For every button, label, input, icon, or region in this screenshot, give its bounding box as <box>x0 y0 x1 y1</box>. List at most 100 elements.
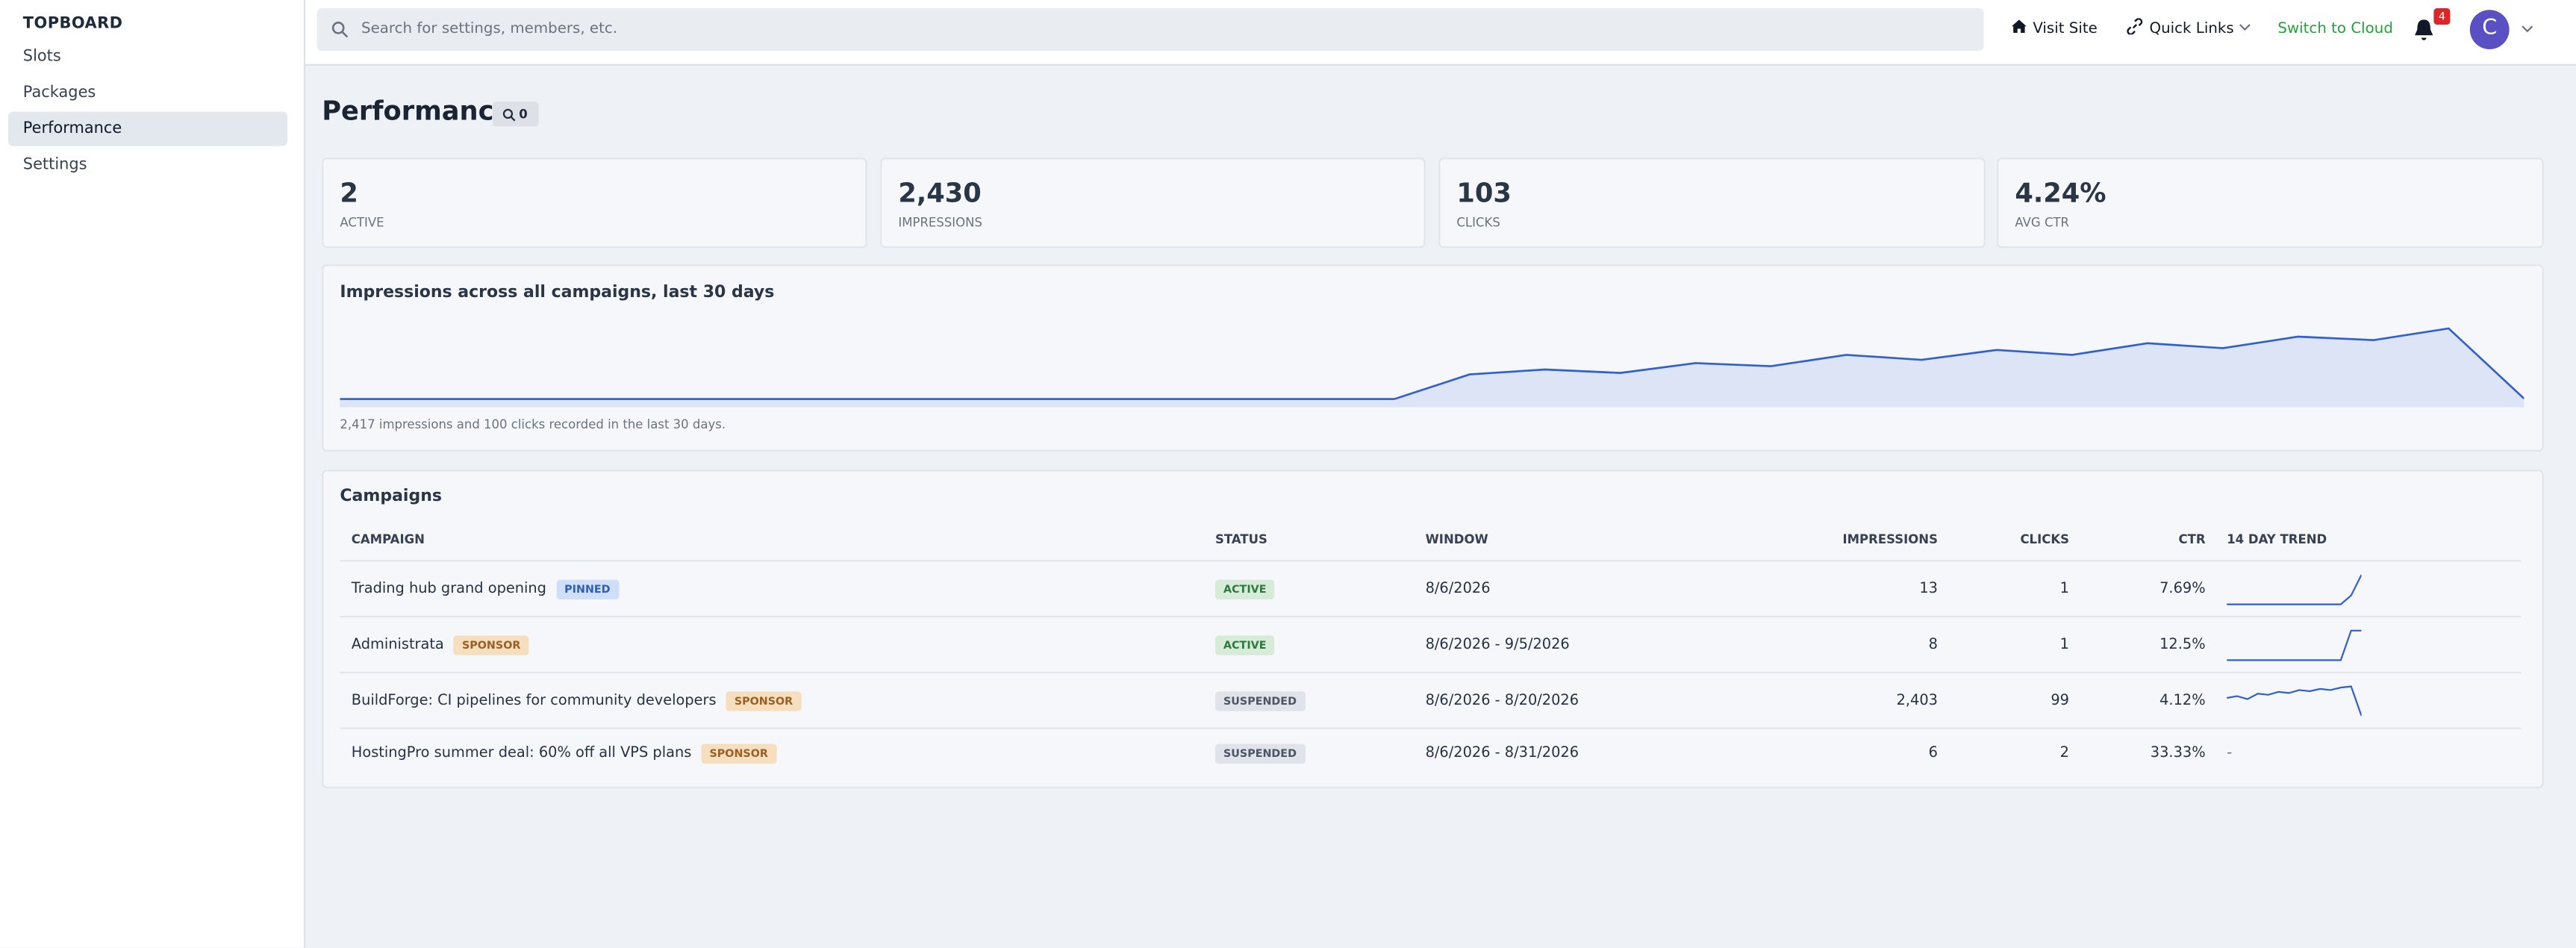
sparkline-line <box>2227 629 2362 661</box>
window: 8/6/2026 - 8/20/2026 <box>1425 693 1579 710</box>
chart-caption: 2,417 impressions and 100 clicks recorde… <box>340 417 726 432</box>
clicks: 1 <box>2059 581 2069 598</box>
window: 8/6/2026 - 8/31/2026 <box>1425 745 1579 762</box>
clicks: 1 <box>2059 637 2069 654</box>
sparkline-line <box>2227 574 2362 605</box>
stat-card: 2 ACTIVE <box>322 158 867 249</box>
quick-links[interactable]: Quick Links <box>2125 0 2252 59</box>
campaign-name-cell: Trading hub grand opening PINNED <box>352 561 619 617</box>
search-placeholder: Search for settings, members, etc. <box>361 21 618 38</box>
link-icon <box>2127 18 2143 36</box>
table-row[interactable]: Trading hub grand opening PINNED ACTIVE 8… <box>340 560 2522 617</box>
search-icon <box>331 22 349 38</box>
brand: TOPBOARD <box>22 14 123 33</box>
avatar[interactable]: C <box>2469 10 2510 49</box>
stat-value: 2,430 <box>898 177 982 209</box>
stat-card: 103 CLICKS <box>1438 158 1986 249</box>
status-pill: SUSPENDED <box>1215 743 1305 763</box>
status-cell: SUSPENDED <box>1215 729 1305 779</box>
campaigns-title: Campaigns <box>340 487 442 506</box>
sidebar: TOPBOARD Slots Packages Performance Sett… <box>0 0 306 948</box>
quick-links-label: Quick Links <box>2149 21 2234 38</box>
ctr: 7.69% <box>2159 581 2206 598</box>
stat-card: 4.24% AVG CTR <box>1997 158 2544 249</box>
area-line <box>340 327 2524 400</box>
campaign-name: Trading hub grand opening <box>351 581 546 598</box>
stat-label: IMPRESSIONS <box>898 215 982 230</box>
search-count-badge: 0 <box>493 102 539 127</box>
nav-item[interactable]: Slots <box>22 47 61 66</box>
page-title: Performance <box>322 95 512 127</box>
campaigns-card: Campaigns CAMPAIGN STATUS WINDOW IMPRESS… <box>322 470 2544 788</box>
window: 8/6/2026 - 9/5/2026 <box>1425 637 1570 654</box>
clicks: 99 <box>2050 693 2069 710</box>
status-cell: ACTIVE <box>1215 561 1275 617</box>
sparkline <box>2227 574 2362 605</box>
top-bar: Search for settings, members, etc. Visit… <box>305 0 2576 66</box>
column-header: STATUS <box>1215 531 1267 547</box>
status-pill: ACTIVE <box>1215 579 1275 599</box>
sparkline <box>2227 629 2362 661</box>
table-row[interactable]: Administrata SPONSOR ACTIVE 8/6/2026 - 9/… <box>340 616 2522 673</box>
campaign-tag: SPONSOR <box>701 743 776 763</box>
nav-item[interactable]: Settings <box>22 156 87 175</box>
stat-label: CLICKS <box>1456 215 1500 230</box>
bell-icon[interactable] <box>2413 18 2436 43</box>
chart-card: Impressions across all campaigns, last 3… <box>322 264 2544 452</box>
column-header: 14 DAY TREND <box>2227 531 2327 547</box>
status-pill: ACTIVE <box>1215 634 1275 655</box>
ctr: 33.33% <box>2150 745 2206 762</box>
stat-value: 4.24% <box>2015 177 2106 209</box>
area-fill <box>340 328 2524 408</box>
notification-badge: 4 <box>2433 8 2451 25</box>
column-header: CLICKS <box>2020 531 2069 547</box>
column-header: IMPRESSIONS <box>1842 531 1938 547</box>
status-pill: SUSPENDED <box>1215 690 1305 711</box>
clicks: 2 <box>2059 745 2069 762</box>
status-cell: SUSPENDED <box>1215 673 1305 729</box>
visit-site[interactable]: Visit Site <box>2010 0 2098 59</box>
campaign-name-cell: Administrata SPONSOR <box>352 617 529 673</box>
impressions: 8 <box>1928 637 1938 654</box>
home-icon <box>2012 19 2027 33</box>
switch-to-cloud[interactable]: Switch to Cloud <box>2277 21 2393 38</box>
ctr: 4.12% <box>2159 693 2206 710</box>
campaign-name-cell: BuildForge: CI pipelines for community d… <box>351 673 802 729</box>
campaign-name: Administrata <box>351 637 444 654</box>
table-row[interactable]: BuildForge: CI pipelines for community d… <box>340 671 2522 729</box>
search-box[interactable]: Search for settings, members, etc. <box>316 8 1984 52</box>
nav-item[interactable]: Performance <box>8 111 287 146</box>
campaign-name: HostingPro summer deal: 60% off all VPS … <box>351 745 692 762</box>
stat-value: 103 <box>1456 177 1512 209</box>
sparkline-line <box>2227 685 2362 717</box>
window: 8/6/2026 <box>1425 581 1491 598</box>
stat-value: 2 <box>340 177 358 209</box>
search-icon <box>502 108 516 122</box>
table-row[interactable]: HostingPro summer deal: 60% off all VPS … <box>340 727 2522 779</box>
campaign-tag: SPONSOR <box>726 690 802 711</box>
trend-empty: - <box>2227 745 2233 762</box>
nav-item[interactable]: Packages <box>22 84 96 102</box>
avatar-chevron[interactable] <box>2521 25 2534 34</box>
impressions: 13 <box>1919 581 1938 598</box>
column-header: WINDOW <box>1425 531 1488 547</box>
campaign-tag: PINNED <box>556 579 619 599</box>
chart-title: Impressions across all campaigns, last 3… <box>340 284 775 302</box>
campaign-name: BuildForge: CI pipelines for community d… <box>351 693 717 710</box>
stat-label: AVG CTR <box>2015 215 2070 230</box>
impressions: 2,403 <box>1896 693 1938 710</box>
area-chart <box>340 327 2524 408</box>
column-header: CTR <box>2178 531 2206 547</box>
search-count: 0 <box>519 107 528 122</box>
visit-site-label: Visit Site <box>2033 21 2098 38</box>
stat-label: ACTIVE <box>340 215 384 230</box>
ctr: 12.5% <box>2159 637 2206 654</box>
chevron <box>2239 24 2251 31</box>
sparkline <box>2227 685 2362 717</box>
stat-card: 2,430 IMPRESSIONS <box>880 158 1426 249</box>
impressions: 6 <box>1928 745 1938 762</box>
status-cell: ACTIVE <box>1215 617 1275 673</box>
campaign-name-cell: HostingPro summer deal: 60% off all VPS … <box>352 729 776 779</box>
